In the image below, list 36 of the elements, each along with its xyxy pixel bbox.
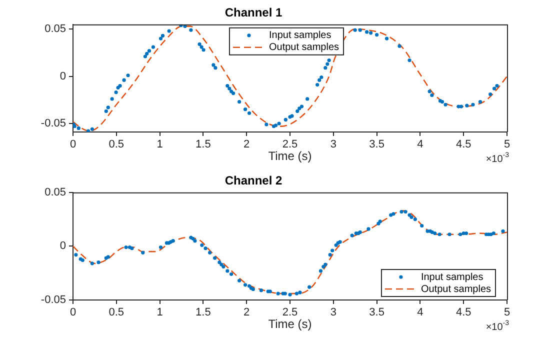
x-tick-label: 4 — [417, 138, 424, 151]
y-tick-label: 0.05 — [44, 23, 66, 36]
legend-label: Input samples — [268, 30, 332, 42]
y-tick-label: -0.05 — [40, 118, 66, 130]
x-tick-label: 5 — [504, 138, 510, 151]
x-axis-title: Time (s) — [268, 149, 312, 164]
legend-label: Input samples — [420, 272, 484, 283]
x-tick-label: 3 — [330, 306, 336, 319]
x-tick-label: 0.5 — [108, 306, 124, 319]
x-tick-label: 3.5 — [369, 306, 384, 319]
y-tick-label: 0.05 — [44, 186, 66, 198]
y-tick-label: 0 — [60, 70, 66, 82]
x-tick-label: 1 — [156, 306, 163, 319]
x-tick-label: 0 — [70, 306, 76, 319]
legend-label: Output samples — [420, 284, 492, 295]
legend-label: Output samples — [268, 42, 340, 54]
x-tick-label: 3 — [330, 138, 336, 151]
x-tick-label: 2.5 — [282, 138, 298, 151]
x-tick-label: 5 — [504, 306, 510, 319]
x-tick-label: 0 — [70, 138, 76, 151]
chart-title: Channel 2 — [224, 174, 282, 188]
chart-title: Channel 1 — [224, 6, 282, 20]
x-tick-label: 2 — [244, 138, 250, 151]
x-tick-label: 4 — [417, 306, 424, 319]
x-tick-label: 1 — [156, 138, 163, 151]
x-tick-label: 2 — [244, 306, 250, 319]
y-tick-label: 0 — [60, 240, 66, 252]
x-tick-label: 1.5 — [196, 306, 211, 319]
x-tick-label: 4.5 — [456, 138, 472, 151]
x-tick-label: 0.5 — [108, 138, 124, 151]
x-tick-label: 1.5 — [196, 138, 211, 151]
x-tick-label: 3.5 — [369, 138, 384, 151]
x-tick-label: 2.5 — [282, 306, 298, 319]
x-tick-label: 4.5 — [456, 306, 472, 319]
y-tick-label: -0.05 — [40, 294, 66, 306]
x-axis-title: Time (s) — [268, 317, 312, 332]
